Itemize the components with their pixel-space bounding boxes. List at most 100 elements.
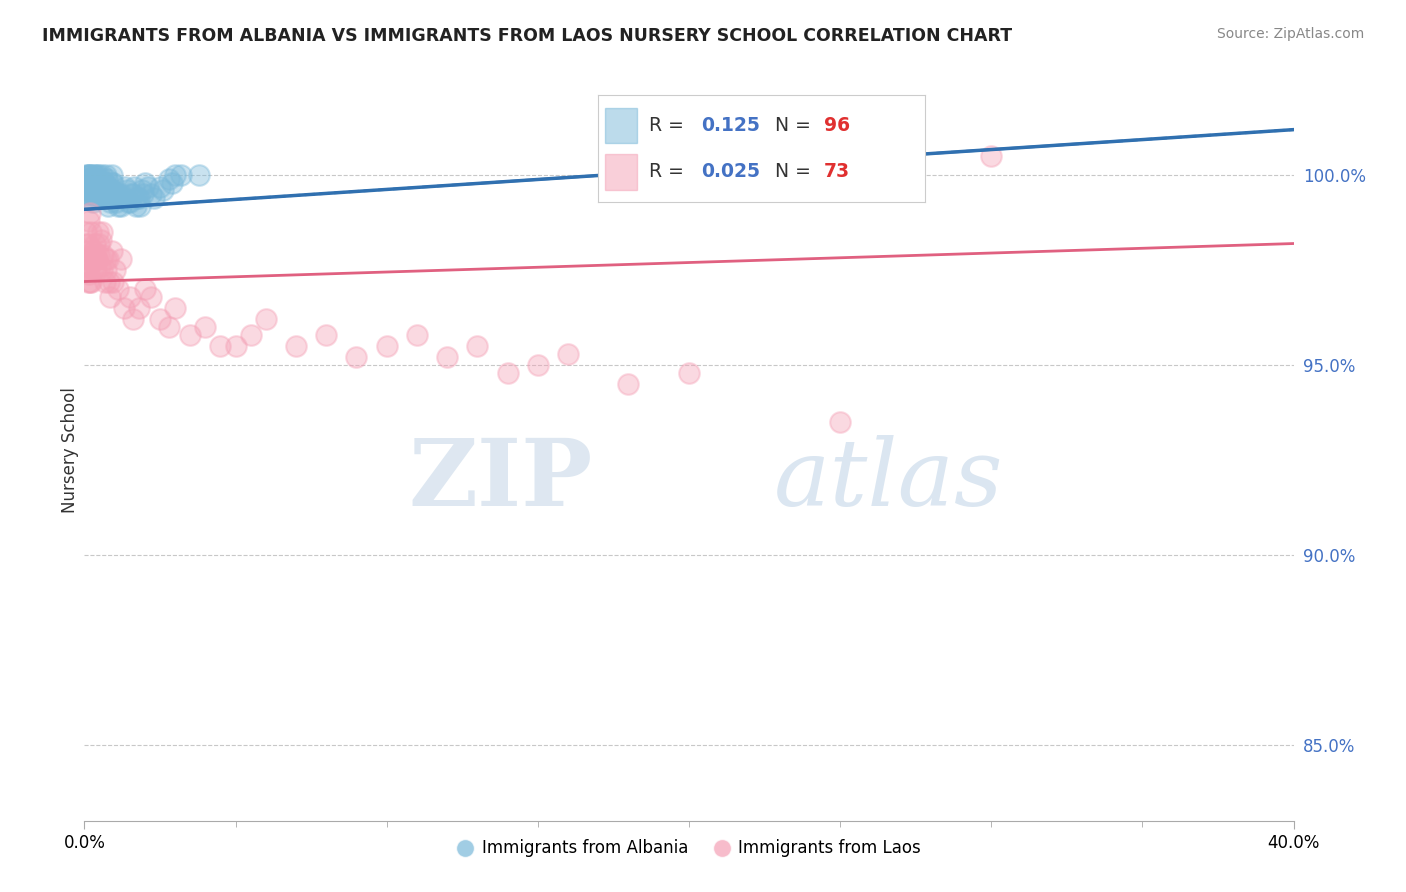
Point — [80, 252, 103, 266]
Point — [87, 225, 110, 239]
Point — [209, 339, 232, 353]
Point — [79, 168, 101, 182]
Point — [87, 187, 110, 202]
Point — [82, 248, 104, 262]
Point — [89, 260, 111, 274]
Point — [75, 225, 97, 239]
Point — [194, 320, 217, 334]
Point — [139, 290, 162, 304]
Point — [76, 263, 98, 277]
Point — [132, 187, 155, 202]
Point — [131, 183, 153, 197]
Point — [96, 187, 118, 202]
Point — [98, 194, 121, 209]
Point — [127, 191, 149, 205]
Point — [152, 183, 174, 197]
Point — [79, 206, 101, 220]
Point — [80, 179, 103, 194]
Point — [120, 187, 142, 202]
Point — [76, 176, 98, 190]
Point — [346, 351, 368, 365]
Point — [160, 176, 183, 190]
Point — [86, 191, 108, 205]
Point — [79, 252, 101, 266]
Point — [107, 198, 129, 212]
Point — [94, 187, 117, 202]
Legend: Immigrants from Albania, Immigrants from Laos: Immigrants from Albania, Immigrants from… — [450, 833, 928, 864]
Point — [117, 194, 139, 209]
Point — [112, 301, 135, 315]
Point — [84, 187, 107, 202]
Point — [122, 179, 145, 194]
Point — [76, 236, 98, 251]
Point — [94, 176, 117, 190]
Point — [76, 236, 98, 251]
Point — [527, 358, 550, 372]
Point — [188, 168, 211, 182]
Point — [94, 168, 117, 182]
Text: Source: ZipAtlas.com: Source: ZipAtlas.com — [1216, 27, 1364, 41]
Point — [77, 168, 100, 182]
Point — [86, 168, 108, 182]
Point — [79, 191, 101, 205]
Point — [82, 194, 104, 209]
Point — [77, 213, 100, 227]
Point — [101, 176, 124, 190]
Point — [115, 183, 138, 197]
Point — [97, 252, 120, 266]
Point — [90, 191, 112, 205]
Point — [80, 275, 103, 289]
Point — [98, 183, 121, 197]
Point — [86, 252, 108, 266]
Y-axis label: Nursery School: Nursery School — [62, 387, 80, 514]
Point — [239, 327, 262, 342]
Point — [128, 301, 150, 315]
Point — [77, 183, 100, 197]
Point — [89, 176, 111, 190]
Point — [97, 187, 120, 202]
Point — [94, 263, 117, 277]
Point — [830, 415, 852, 429]
Point — [83, 179, 105, 194]
Point — [90, 233, 112, 247]
Point — [94, 275, 117, 289]
Point — [149, 179, 172, 194]
Point — [84, 236, 107, 251]
Point — [98, 290, 121, 304]
Point — [139, 187, 162, 202]
Point — [103, 187, 125, 202]
Point — [86, 252, 108, 266]
Point — [80, 225, 103, 239]
Point — [96, 172, 118, 186]
Point — [97, 198, 120, 212]
Point — [100, 244, 122, 259]
Point — [91, 183, 114, 197]
Point — [86, 172, 108, 186]
Point — [77, 172, 100, 186]
Point — [77, 275, 100, 289]
Point — [77, 263, 100, 277]
Point — [110, 187, 132, 202]
Point — [678, 366, 700, 380]
Point — [93, 176, 115, 190]
Point — [121, 312, 143, 326]
Point — [82, 172, 104, 186]
Point — [157, 172, 180, 186]
Point — [79, 275, 101, 289]
Text: atlas: atlas — [773, 435, 1002, 525]
Point — [76, 187, 98, 202]
Point — [101, 183, 124, 197]
Point — [82, 179, 104, 194]
Point — [91, 248, 114, 262]
Point — [496, 366, 519, 380]
Point — [406, 327, 429, 342]
Point — [84, 252, 107, 266]
Point — [557, 346, 579, 360]
Point — [83, 244, 105, 259]
Point — [112, 191, 135, 205]
Point — [84, 168, 107, 182]
Point — [75, 168, 97, 182]
Point — [315, 327, 337, 342]
Point — [107, 187, 129, 202]
Point — [179, 327, 201, 342]
